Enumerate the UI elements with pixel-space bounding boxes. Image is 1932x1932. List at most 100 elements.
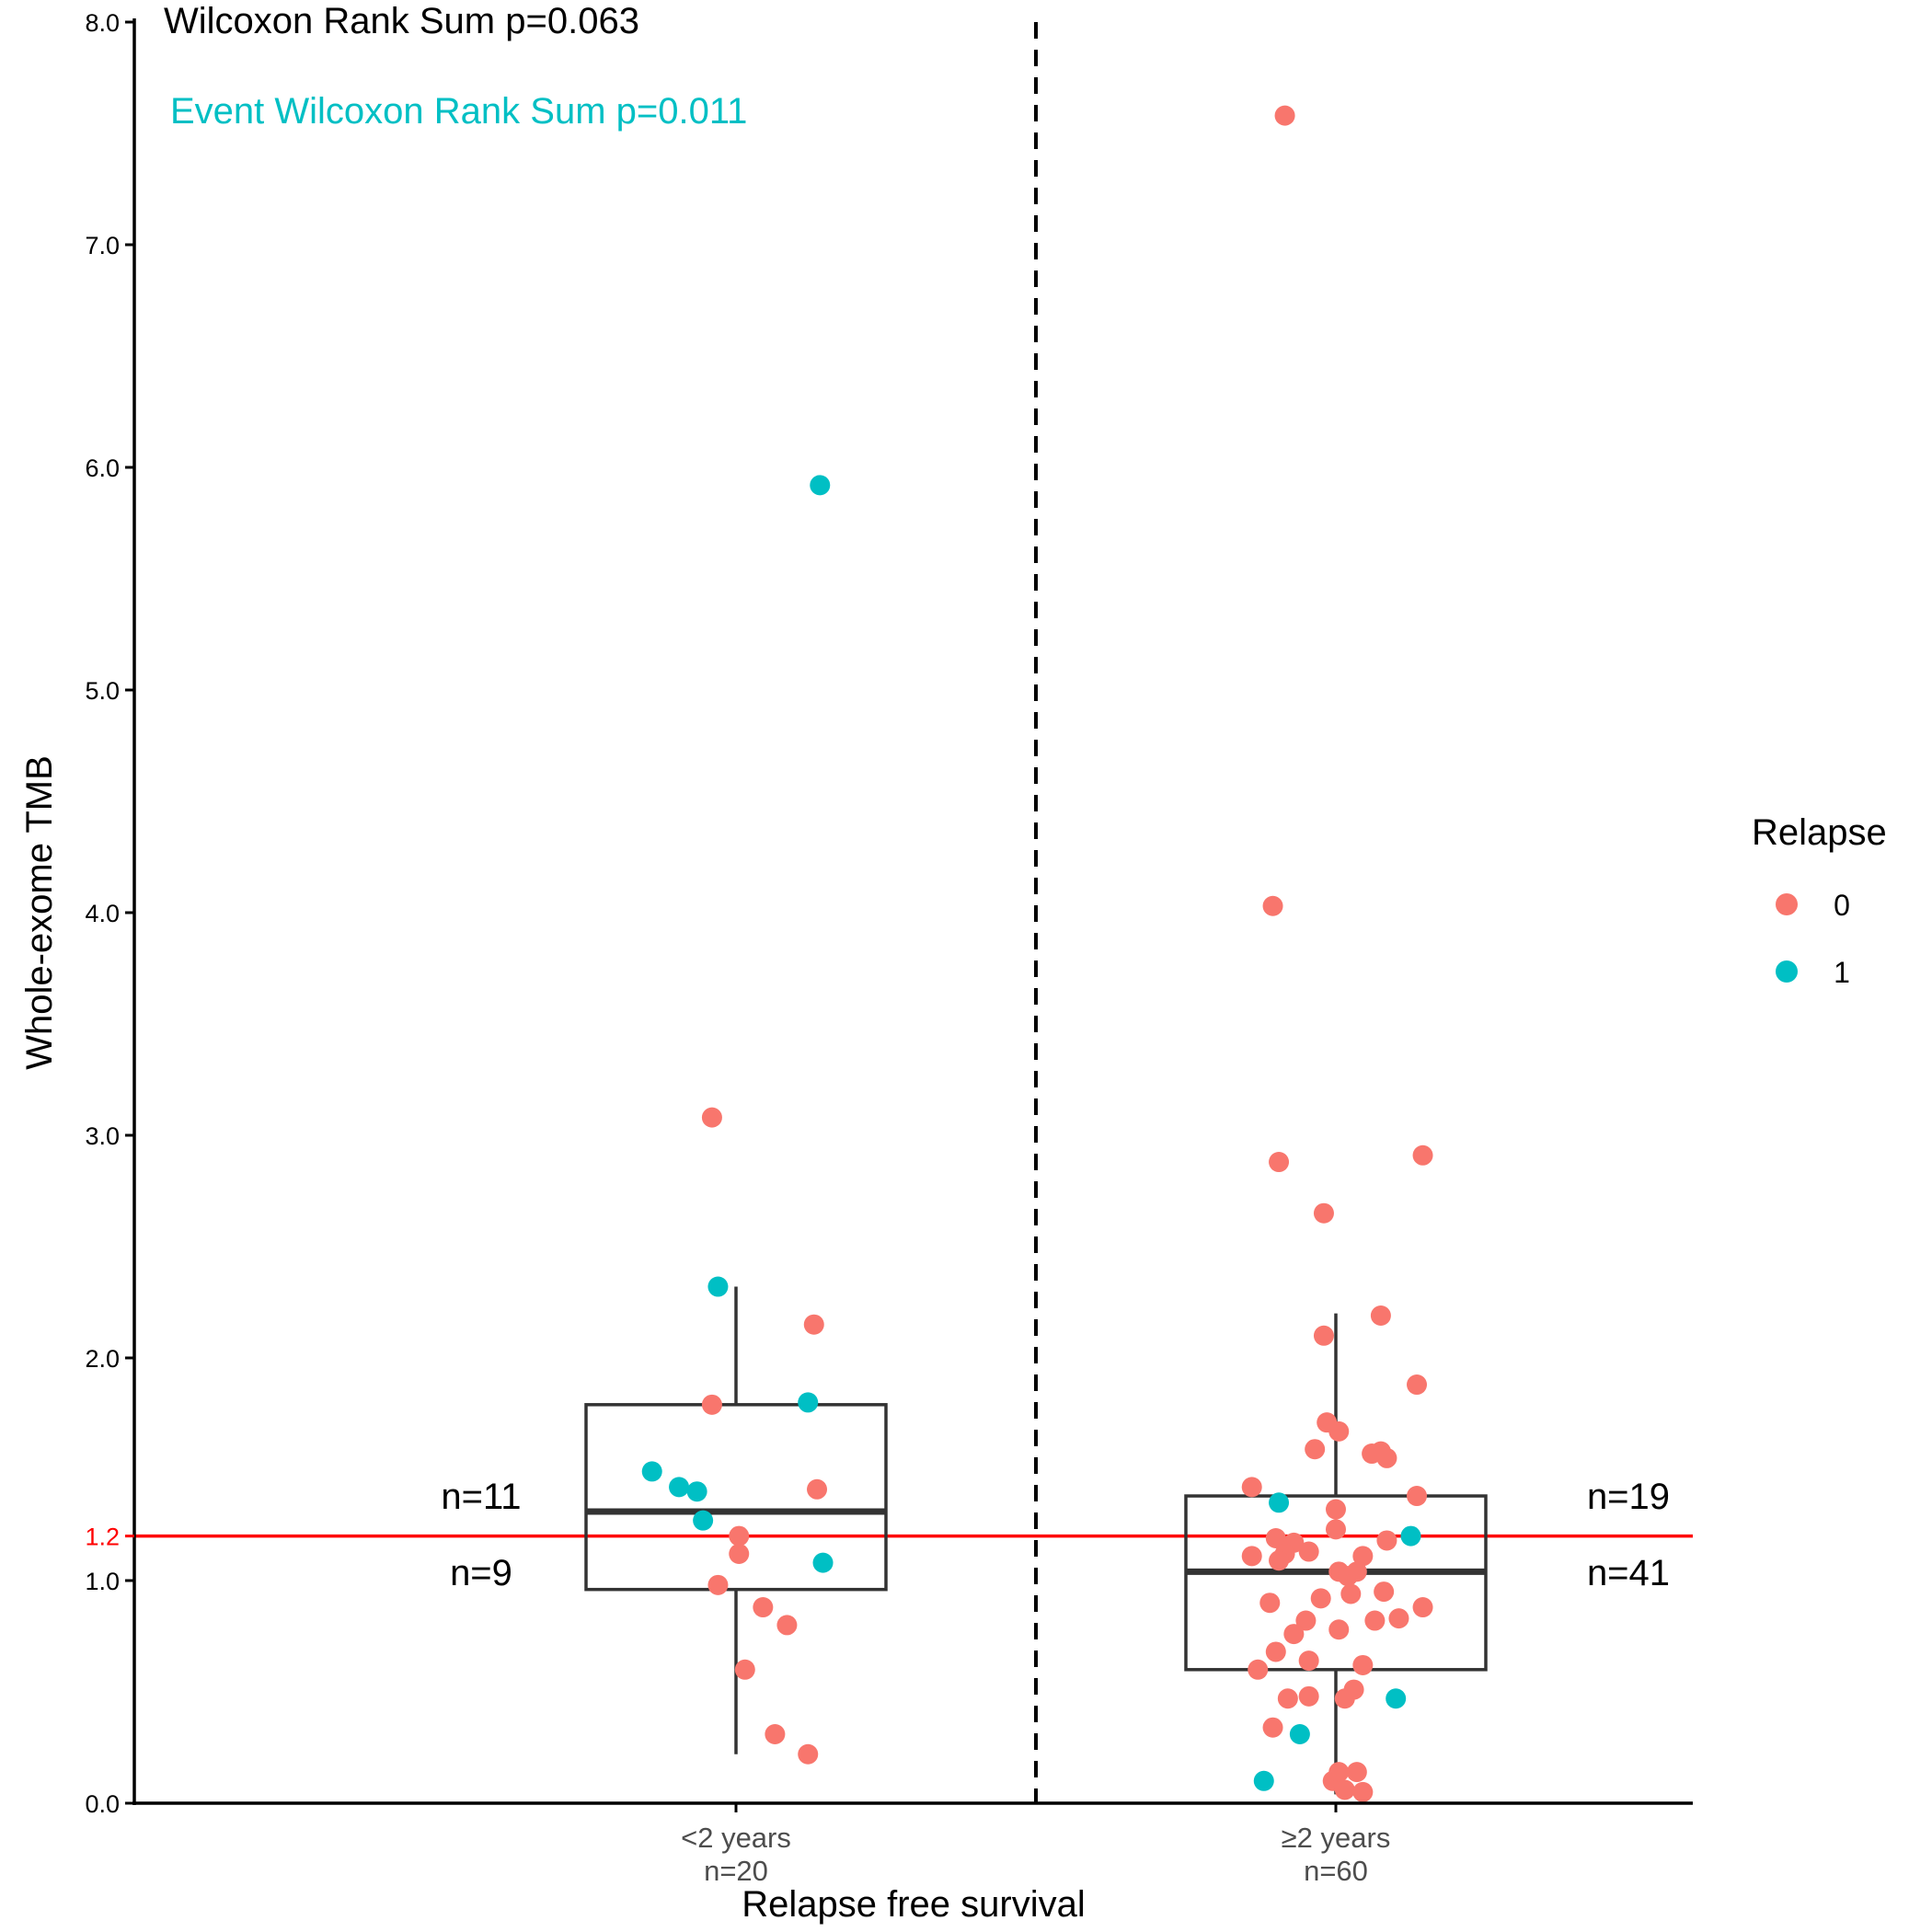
data-point-relapse-0 [1374,1581,1395,1603]
data-point-relapse-0 [807,1478,828,1500]
data-point-relapse-0 [707,1574,729,1595]
plot-layer [134,22,1693,1803]
count-label-above: n=11 [441,1477,521,1517]
data-point-relapse-0 [1340,1583,1362,1604]
data-point-relapse-0 [1352,1654,1374,1675]
data-point-relapse-0 [1274,105,1295,126]
data-point-relapse-0 [1298,1650,1319,1672]
data-point-relapse-0 [1352,1781,1374,1802]
legend-title: Relapse [1752,812,1887,853]
data-point-relapse-0 [1269,1550,1290,1571]
data-point-relapse-0 [1259,1593,1281,1614]
y-axis-title: Whole-exome TMB [19,755,60,1070]
points-layer [641,105,1433,1802]
data-point-relapse-0 [1407,1374,1428,1396]
data-point-relapse-1 [707,1276,729,1297]
data-point-relapse-0 [1298,1685,1319,1707]
event-wilcoxon-annotation: Event Wilcoxon Rank Sum p=0.011 [170,91,747,132]
y-tick-label: 8.0 [85,9,120,37]
wilcoxon-annotation: Wilcoxon Rank Sum p=0.063 [164,1,639,41]
data-point-relapse-0 [765,1723,786,1744]
y-tick-label: 0.0 [85,1790,120,1818]
threshold-tick-label: 1.2 [85,1524,120,1551]
box-iqr [584,1403,888,1592]
data-point-relapse-0 [1388,1608,1409,1629]
data-point-relapse-1 [812,1552,834,1573]
data-point-relapse-0 [1407,1486,1428,1507]
data-point-relapse-0 [1265,1528,1286,1549]
data-point-relapse-1 [798,1392,819,1413]
data-point-relapse-0 [1326,1519,1346,1540]
data-point-relapse-0 [1364,1610,1386,1631]
data-point-relapse-0 [1283,1624,1305,1645]
data-point-relapse-0 [776,1615,798,1636]
x-tick-n-label: n=20 [704,1855,768,1887]
data-point-relapse-0 [1262,1717,1283,1738]
data-point-relapse-0 [1313,1325,1334,1346]
data-point-relapse-0 [729,1525,750,1547]
data-point-relapse-1 [1289,1723,1310,1744]
y-tick-label: 1.0 [85,1568,120,1595]
count-label-below: n=41 [1587,1553,1670,1593]
legend: Relapse 0 1 [1752,812,1887,989]
data-point-relapse-0 [1328,1619,1350,1640]
data-point-relapse-0 [701,1107,722,1128]
y-tick-label: 4.0 [85,900,120,927]
data-point-relapse-1 [693,1510,714,1531]
data-point-relapse-0 [1370,1305,1391,1327]
data-point-relapse-0 [1295,1610,1317,1631]
data-point-relapse-0 [803,1314,824,1335]
data-point-relapse-0 [753,1597,774,1618]
data-point-relapse-0 [1313,1202,1334,1224]
data-point-relapse-1 [686,1481,707,1502]
data-point-relapse-0 [1326,1499,1346,1520]
data-point-relapse-0 [1262,895,1283,916]
data-point-relapse-0 [729,1543,750,1564]
data-point-relapse-0 [1265,1641,1286,1662]
data-point-relapse-0 [734,1659,755,1680]
data-point-relapse-1 [1269,1492,1290,1513]
box-layer [584,1286,1488,1795]
data-point-relapse-0 [1241,1546,1262,1567]
count-label-above: n=19 [1587,1477,1670,1517]
data-point-relapse-1 [1400,1525,1421,1547]
y-tick-label: 3.0 [85,1122,120,1150]
x-tick-label: <2 years [681,1822,791,1854]
x-tick-n-label: n=60 [1304,1855,1368,1887]
box-iqr [1184,1494,1488,1672]
data-point-relapse-0 [701,1394,722,1415]
data-point-relapse-1 [810,475,831,496]
y-tick-label: 5.0 [85,677,120,705]
data-point-relapse-0 [1248,1659,1269,1680]
data-point-relapse-0 [1305,1439,1326,1460]
data-point-relapse-0 [1376,1530,1397,1551]
data-point-relapse-0 [1277,1688,1298,1709]
data-point-relapse-0 [1346,1762,1367,1783]
data-point-relapse-1 [669,1477,690,1498]
y-tick-label: 6.0 [85,454,120,482]
data-point-relapse-0 [1352,1546,1374,1567]
x-tick-label: ≥2 years [1282,1822,1391,1854]
y-tick-label: 7.0 [85,232,120,259]
legend-dot-relapse-1 [1776,960,1798,983]
data-point-relapse-0 [1310,1588,1331,1609]
legend-label-relapse-0: 0 [1834,889,1850,922]
data-point-relapse-0 [1338,1566,1359,1587]
data-point-relapse-0 [1241,1477,1262,1498]
axes-layer: 0.01.02.03.04.05.06.07.08.01.2<2 yearsn=… [85,9,1693,1887]
data-point-relapse-0 [1328,1762,1350,1783]
data-point-relapse-1 [1386,1688,1407,1709]
data-point-relapse-0 [1412,1144,1433,1166]
data-point-relapse-0 [1269,1152,1290,1173]
data-point-relapse-0 [1298,1541,1319,1562]
y-tick-label: 2.0 [85,1345,120,1373]
data-point-relapse-1 [641,1461,662,1482]
data-point-relapse-0 [798,1743,819,1765]
data-point-relapse-0 [1412,1597,1433,1618]
data-point-relapse-0 [1328,1420,1350,1442]
legend-dot-relapse-0 [1776,893,1798,915]
data-point-relapse-1 [1253,1770,1274,1791]
count-label-below: n=9 [450,1553,512,1593]
data-point-relapse-0 [1334,1779,1355,1800]
legend-label-relapse-1: 1 [1834,956,1850,989]
